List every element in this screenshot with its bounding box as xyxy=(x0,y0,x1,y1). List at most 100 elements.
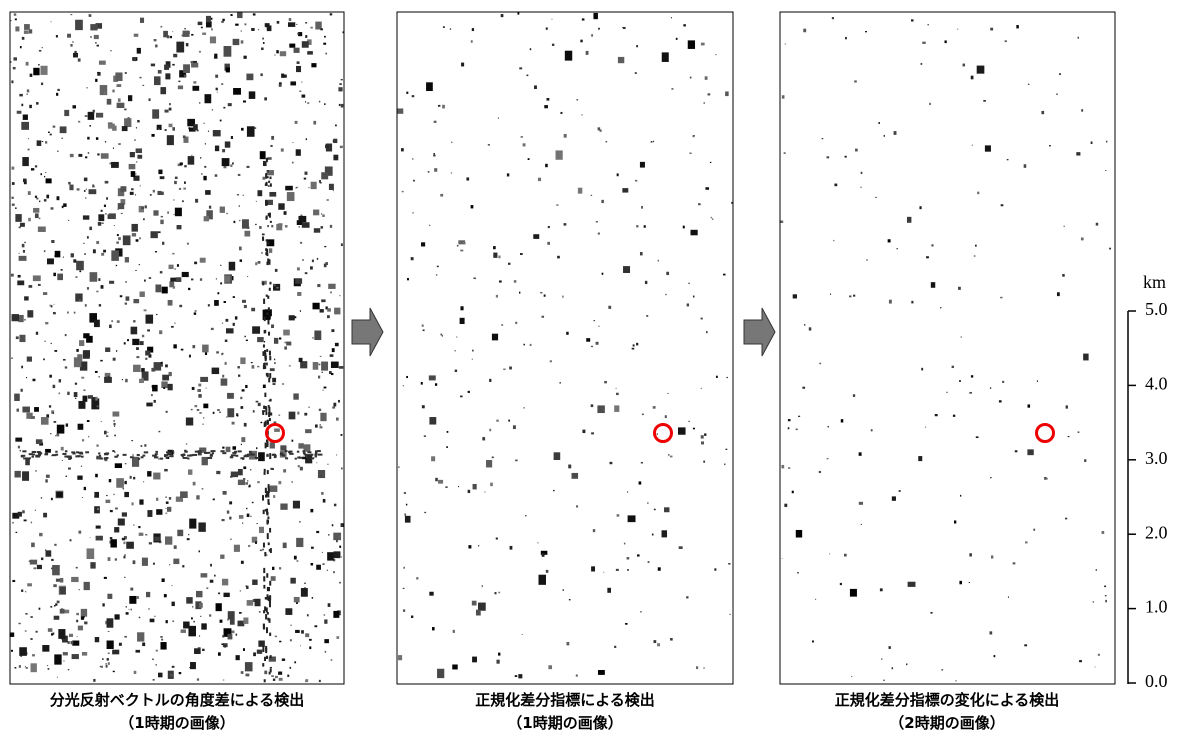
speckle xyxy=(446,446,448,448)
speckle xyxy=(429,225,430,226)
speckle xyxy=(151,394,153,396)
speckle xyxy=(139,379,144,383)
speckle xyxy=(324,614,326,615)
speckle xyxy=(474,278,476,279)
speckle xyxy=(28,138,29,139)
speckle xyxy=(25,613,27,615)
speckle xyxy=(84,253,85,255)
speckle xyxy=(220,450,224,452)
speckle xyxy=(1104,586,1106,588)
speckle xyxy=(12,314,19,321)
speckle xyxy=(280,503,287,509)
speckle xyxy=(184,75,186,78)
speckle xyxy=(71,577,78,582)
speckle xyxy=(305,679,308,682)
speckle xyxy=(104,205,106,207)
speckle xyxy=(625,623,627,625)
speckle xyxy=(881,658,882,659)
speckle xyxy=(334,504,336,507)
speckle xyxy=(460,250,463,252)
speckle xyxy=(243,56,246,59)
speckle xyxy=(450,28,451,29)
speckle xyxy=(899,490,901,491)
speckle xyxy=(139,237,140,239)
speckle xyxy=(652,534,654,536)
speckle xyxy=(264,679,266,682)
speckle xyxy=(193,124,198,130)
speckle xyxy=(701,318,703,320)
speckle xyxy=(220,620,223,623)
speckle xyxy=(56,35,58,37)
speckle xyxy=(1084,459,1086,462)
target-circle xyxy=(267,425,284,442)
speckle xyxy=(704,433,706,435)
speckle xyxy=(311,454,314,456)
speckle xyxy=(401,148,404,151)
speckle xyxy=(263,510,265,514)
speckle xyxy=(878,122,879,124)
speckle xyxy=(68,467,71,469)
speckle xyxy=(184,181,186,183)
speckle xyxy=(209,206,211,209)
speckle xyxy=(922,42,926,44)
speckle xyxy=(647,502,648,504)
speckle xyxy=(237,194,239,195)
speckle xyxy=(320,28,323,30)
speckle xyxy=(969,582,970,583)
speckle xyxy=(267,612,269,615)
speckle xyxy=(976,436,979,438)
speckle xyxy=(302,95,306,98)
speckle xyxy=(257,337,264,342)
speckle xyxy=(325,145,329,149)
speckle xyxy=(90,562,95,568)
speckle xyxy=(240,259,242,261)
speckle xyxy=(197,409,199,411)
speckle xyxy=(190,662,196,669)
speckle xyxy=(162,578,165,582)
speckle xyxy=(173,344,176,348)
speckle xyxy=(85,197,86,198)
speckle xyxy=(240,397,242,399)
speckle xyxy=(78,424,84,430)
speckle xyxy=(30,74,33,77)
speckle xyxy=(212,368,220,374)
speckle xyxy=(657,643,660,646)
speckle xyxy=(277,21,280,24)
speckle xyxy=(284,346,287,349)
speckle xyxy=(636,343,638,346)
speckle xyxy=(866,259,867,261)
speckle xyxy=(165,73,170,79)
speckle xyxy=(1007,159,1009,160)
speckle xyxy=(319,409,321,411)
speckle xyxy=(264,472,266,475)
speckle xyxy=(223,680,224,681)
speckle xyxy=(332,406,335,408)
speckle xyxy=(292,440,294,442)
speckle xyxy=(498,592,500,594)
speckle xyxy=(616,569,619,571)
speckle xyxy=(232,162,234,164)
speckle xyxy=(217,292,219,294)
speckle xyxy=(553,490,555,491)
speckle xyxy=(69,634,73,637)
speckle xyxy=(468,545,471,548)
speckle xyxy=(880,588,883,591)
speckle xyxy=(139,499,143,504)
speckle xyxy=(174,545,177,549)
speckle xyxy=(231,630,234,633)
speckle xyxy=(141,207,144,209)
speckle xyxy=(265,614,267,619)
speckle xyxy=(614,646,616,648)
speckle xyxy=(118,237,121,240)
speckle xyxy=(158,70,162,74)
speckle xyxy=(226,213,227,214)
speckle xyxy=(305,22,307,23)
speckle xyxy=(26,377,27,378)
speckle xyxy=(429,592,433,596)
speckle xyxy=(211,328,214,330)
speckle xyxy=(28,218,31,222)
speckle xyxy=(264,469,266,472)
speckle xyxy=(96,241,99,244)
speckle xyxy=(289,44,295,48)
speckle xyxy=(317,284,320,287)
